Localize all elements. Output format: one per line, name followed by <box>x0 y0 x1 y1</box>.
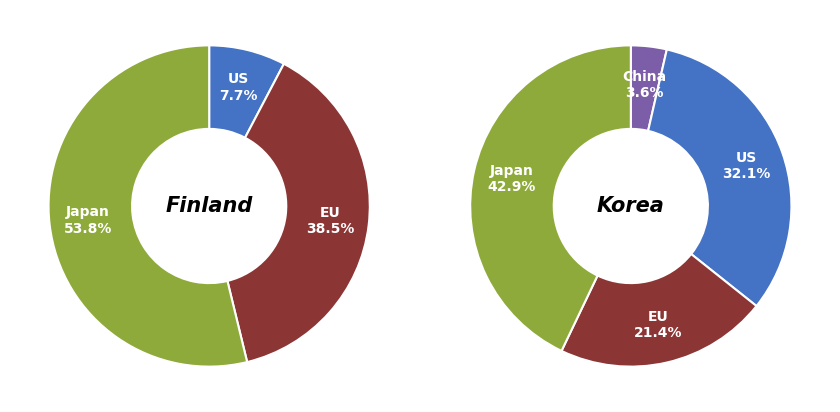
Text: Finland: Finland <box>165 196 253 216</box>
Text: Japan
42.9%: Japan 42.9% <box>487 164 536 194</box>
Wedge shape <box>631 45 667 131</box>
Text: China
3.6%: China 3.6% <box>622 70 667 100</box>
Wedge shape <box>49 45 247 367</box>
Text: EU
38.5%: EU 38.5% <box>306 206 354 236</box>
Wedge shape <box>648 49 791 306</box>
Wedge shape <box>228 64 370 362</box>
Text: EU
21.4%: EU 21.4% <box>634 310 682 340</box>
Text: US
7.7%: US 7.7% <box>219 73 258 103</box>
Wedge shape <box>209 45 284 138</box>
Text: Korea: Korea <box>597 196 664 216</box>
Text: Japan
53.8%: Japan 53.8% <box>64 206 113 236</box>
Wedge shape <box>470 45 631 351</box>
Text: US
32.1%: US 32.1% <box>722 151 770 181</box>
Wedge shape <box>561 254 757 367</box>
